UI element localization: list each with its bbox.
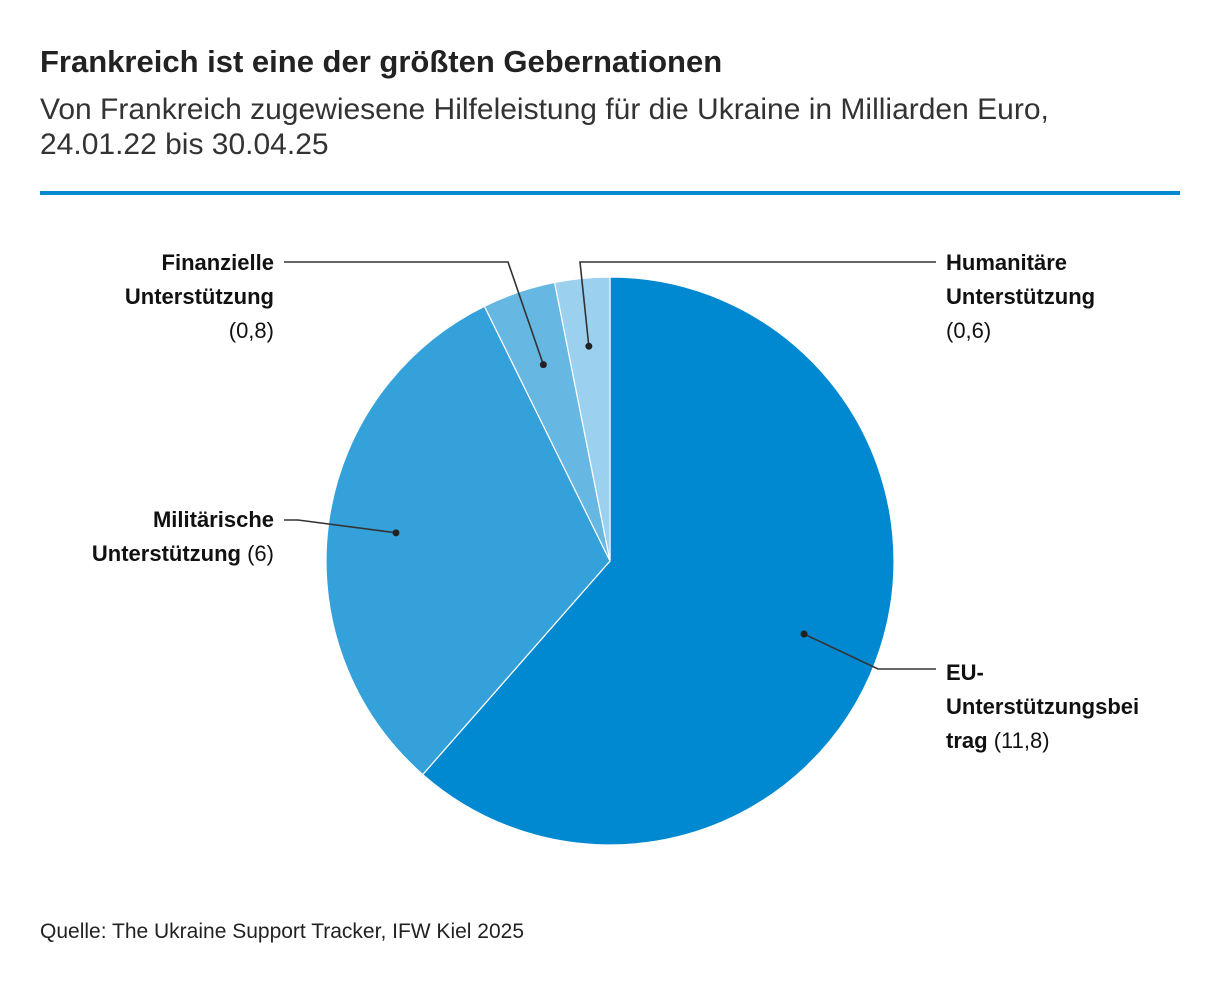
chart-title: Frankreich ist eine der größten Gebernat… <box>40 44 723 79</box>
header-divider <box>40 191 1180 195</box>
slice-value-humanitarian: (0,6) <box>946 318 992 343</box>
leader-lines <box>284 261 936 670</box>
pie-slice-eu <box>421 276 895 846</box>
leader-dot-eu <box>800 630 808 638</box>
leader-dot-fin <box>539 361 547 369</box>
slice-label-eu-line2: Unterstützungsbei <box>946 694 1140 719</box>
leader-line-hum <box>579 261 936 347</box>
leader-dot-hum <box>585 342 593 350</box>
slice-label-humanitarian: Humanitäre Unterstützung (0,6) <box>946 246 1095 348</box>
slice-label-humanitarian-line1: Humanitäre <box>946 250 1068 275</box>
slice-label-humanitarian-line2: Unterstützung <box>946 284 1096 309</box>
slice-value-eu: (11,8) <box>993 728 1050 753</box>
leader-line-eu <box>803 633 936 670</box>
slice-label-military-line2: Unterstützung <box>91 541 241 566</box>
slice-label-military: Militärische Unterstützung (6) <box>92 503 274 571</box>
leader-line-fin <box>284 261 545 365</box>
slice-label-military-line1: Militärische <box>152 507 274 532</box>
slice-label-eu: EU- Unterstützungsbei trag (11,8) <box>946 656 1139 758</box>
slice-label-financial: Finanzielle Unterstützung (0,8) <box>125 246 274 348</box>
chart-subtitle: Von Frankreich zugewiesene Hilfeleistung… <box>40 93 1049 161</box>
slice-label-financial-line1: Finanzielle <box>161 250 274 275</box>
leader-line-mil <box>284 519 397 534</box>
slice-value-financial: (0,8) <box>228 318 274 343</box>
pie-slices <box>325 276 895 846</box>
source-note: Quelle: The Ukraine Support Tracker, IFW… <box>40 920 525 943</box>
slice-label-financial-line2: Unterstützung <box>124 284 274 309</box>
leader-dot-mil <box>392 529 400 537</box>
slice-label-eu-line1: EU- <box>946 660 984 685</box>
slice-value-military: (6) <box>247 541 274 566</box>
slice-label-eu-line3: trag <box>946 728 988 753</box>
